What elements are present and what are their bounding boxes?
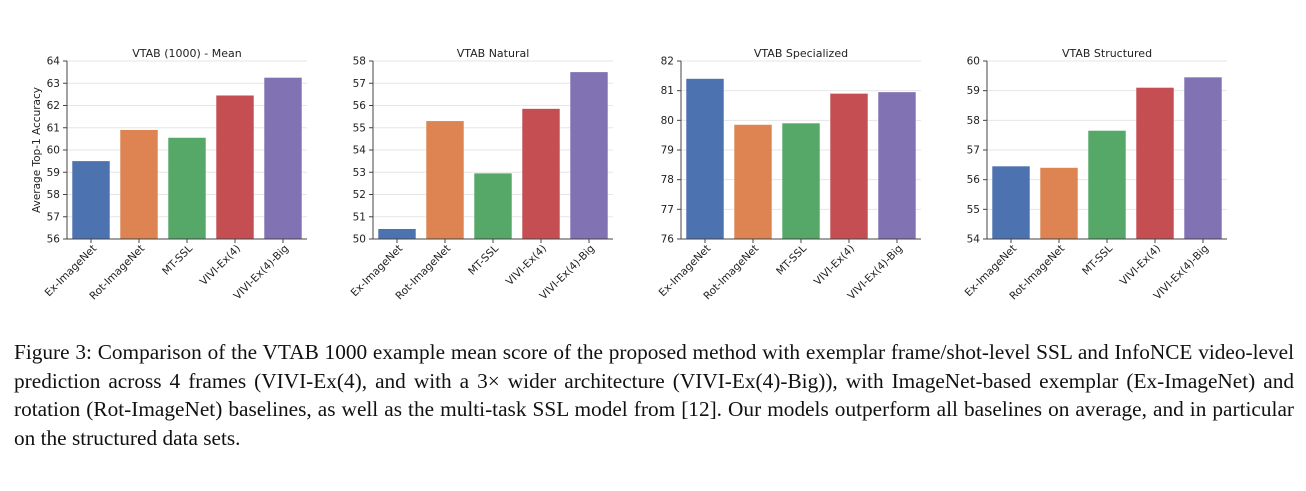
y-tick-label: 54 [967, 234, 981, 246]
x-tick-label: VIVI-Ex(4) [504, 243, 549, 288]
x-tick-label: MT-SSL [1080, 243, 1115, 278]
bar-mt-ssl [474, 173, 512, 239]
y-tick-label: 52 [353, 189, 366, 201]
x-tick-label: VIVI-Ex(4) [1118, 243, 1163, 288]
y-tick-label: 78 [661, 174, 674, 186]
figure-charts: 56 57 58 59 60 61 62 63 64 Ex-ImageNet Rot-ImageNe… [31, 47, 1227, 302]
y-tick-label: 59 [47, 167, 60, 179]
bar-ex-imagenet [72, 161, 110, 239]
bar-mt-ssl [168, 137, 206, 239]
y-tick-label: 60 [967, 56, 980, 68]
bar-rot-imagenet [426, 121, 464, 239]
chart-title: VTAB Structured [1062, 47, 1152, 60]
y-tick-label: 58 [353, 56, 366, 68]
y-tick-label: 57 [967, 145, 980, 157]
y-tick-label: 61 [47, 122, 60, 134]
bar-ex-imagenet [686, 78, 724, 239]
y-axis-label: Average Top-1 Accuracy [31, 87, 43, 213]
y-tick-label: 63 [47, 78, 60, 90]
bar-vivi-ex-4 [216, 95, 254, 239]
y-tick-label: 64 [47, 56, 61, 68]
figure-caption: Figure 3: Comparison of the VTAB 1000 ex… [14, 340, 1294, 450]
y-tick-label: 50 [353, 234, 366, 246]
chart-title: VTAB Natural [457, 47, 530, 60]
bar-rot-imagenet [734, 124, 772, 239]
bar-charts-panel: 565758596061626364Ex-ImageNetRot-ImageNe… [31, 47, 1227, 302]
y-tick-label: 76 [661, 234, 675, 246]
y-tick-label: 57 [47, 211, 60, 223]
bar-mt-ssl [1088, 130, 1126, 239]
bar-vivi-ex-4 [830, 93, 868, 239]
y-tick-label: 81 [661, 85, 674, 97]
y-tick-label: 62 [47, 100, 60, 112]
bar-vivi-ex-4 [1136, 87, 1174, 239]
y-tick-label: 58 [967, 115, 980, 127]
bar-ex-imagenet [378, 228, 416, 239]
x-tick-label: VIVI-Ex(4) [198, 243, 243, 288]
chart-1: 565758596061626364Ex-ImageNetRot-ImageNe… [31, 47, 307, 302]
bar-rot-imagenet [1040, 167, 1078, 239]
y-tick-label: 58 [47, 189, 60, 201]
bar-vivi-ex-4-big [264, 77, 302, 239]
chart-2: 505152535455565758Ex-ImageNetRot-ImageNe… [349, 47, 613, 302]
y-tick-label: 55 [353, 122, 366, 134]
y-tick-label: 80 [661, 115, 674, 127]
x-tick-label: MT-SSL [466, 243, 501, 278]
bar-vivi-ex-4-big [1184, 77, 1222, 239]
bar-ex-imagenet [992, 166, 1030, 239]
x-tick-label: MT-SSL [774, 243, 809, 278]
y-tick-label: 56 [47, 234, 61, 246]
bar-rot-imagenet [120, 129, 158, 239]
y-tick-label: 55 [967, 204, 980, 216]
y-tick-label: 51 [353, 211, 366, 223]
x-tick-label: VIVI-Ex(4) [812, 243, 857, 288]
y-tick-label: 59 [967, 85, 980, 97]
chart-title: VTAB (1000) - Mean [132, 47, 241, 60]
bar-vivi-ex-4 [522, 108, 560, 240]
y-tick-label: 60 [47, 145, 60, 157]
y-tick-label: 82 [661, 56, 674, 68]
x-tick-label: MT-SSL [160, 243, 195, 278]
y-tick-label: 53 [353, 167, 366, 179]
y-tick-label: 56 [353, 100, 367, 112]
bar-vivi-ex-4-big [570, 72, 608, 239]
bar-mt-ssl [782, 123, 820, 239]
y-tick-label: 57 [353, 78, 366, 90]
bar-vivi-ex-4-big [878, 92, 916, 240]
y-tick-label: 56 [967, 174, 981, 186]
y-tick-label: 54 [353, 145, 367, 157]
y-tick-label: 79 [661, 145, 674, 157]
y-tick-label: 77 [661, 204, 674, 216]
chart-title: VTAB Specialized [754, 47, 848, 60]
